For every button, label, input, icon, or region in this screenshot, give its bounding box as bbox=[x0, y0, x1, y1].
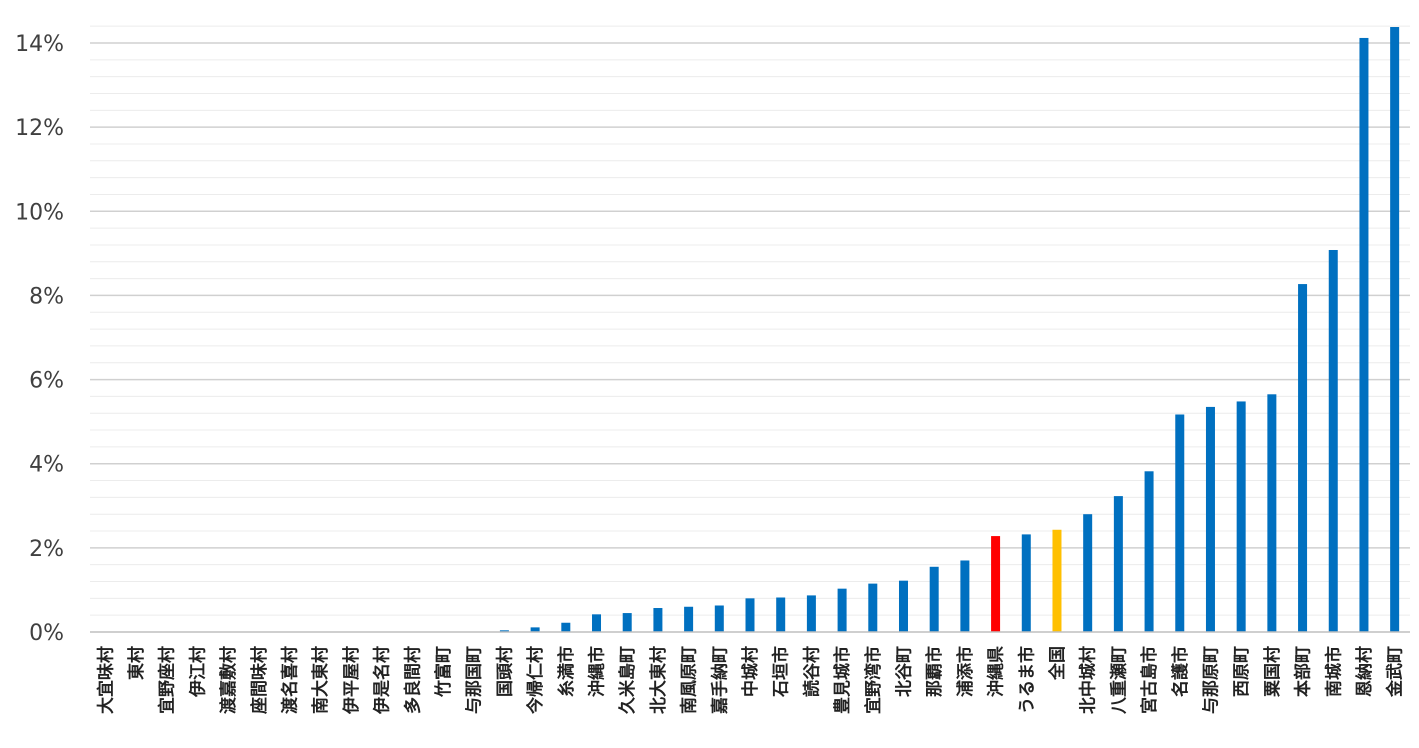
x-tick-label: 東村 bbox=[126, 646, 147, 680]
y-tick-label: 2% bbox=[29, 537, 64, 562]
x-tick-label: 西原町 bbox=[1232, 646, 1252, 697]
y-tick-label: 14% bbox=[15, 32, 64, 57]
x-tick-label: 宜野座村 bbox=[157, 646, 178, 714]
y-tick-label: 0% bbox=[29, 621, 64, 646]
bar bbox=[1175, 414, 1185, 632]
x-tick-label: 南大東村 bbox=[310, 646, 331, 714]
bar bbox=[1113, 496, 1123, 632]
bar bbox=[1236, 401, 1246, 632]
x-tick-label: 南城市 bbox=[1323, 646, 1344, 697]
bar bbox=[868, 583, 878, 632]
x-tick-label: 那覇市 bbox=[924, 646, 945, 697]
x-tick-label: 北大東村 bbox=[648, 646, 669, 714]
bar bbox=[653, 608, 663, 632]
bar bbox=[776, 597, 786, 632]
x-tick-label: 石垣市 bbox=[771, 646, 792, 698]
x-tick-label: 北中城村 bbox=[1078, 646, 1099, 714]
bar bbox=[1390, 27, 1400, 632]
x-tick-label: 北谷町 bbox=[894, 646, 914, 697]
x-tick-label: 南風原町 bbox=[679, 646, 700, 714]
bar bbox=[745, 598, 755, 632]
x-tick-label: 八重瀬町 bbox=[1108, 646, 1129, 714]
x-tick-label: 全国 bbox=[1047, 646, 1068, 681]
x-tick-label: 伊江村 bbox=[187, 646, 208, 698]
x-axis-tick-labels: 大宜味村 東村 宜野座村 伊江村 渡嘉敷村 座間味村 渡名喜村 南大東村 伊平屋村 伊是名村 多良間… bbox=[95, 646, 1405, 715]
bar bbox=[1205, 406, 1215, 632]
x-tick-label: 伊平屋村 bbox=[341, 646, 362, 715]
bar bbox=[1052, 529, 1062, 632]
x-tick-label: 中城村 bbox=[740, 646, 761, 697]
bar bbox=[960, 560, 970, 632]
bar bbox=[1359, 37, 1369, 633]
x-tick-label: 今帰仁村 bbox=[525, 646, 546, 714]
x-tick-label: 宜野湾市 bbox=[863, 646, 884, 714]
bar bbox=[684, 606, 694, 632]
x-tick-label: 与那原町 bbox=[1201, 646, 1221, 714]
x-tick-label: 恩納村 bbox=[1354, 646, 1375, 697]
x-tick-label: 粟国村 bbox=[1262, 646, 1283, 697]
bar bbox=[1144, 471, 1154, 632]
x-tick-label: 久米島町 bbox=[617, 646, 638, 714]
x-tick-label: 渡名喜村 bbox=[280, 646, 301, 714]
x-tick-label: 宮古島市 bbox=[1139, 646, 1160, 714]
bar bbox=[592, 614, 602, 632]
x-tick-label: 竹富町 bbox=[433, 646, 454, 698]
y-axis-tick-labels: 0% 2% 4% 6% 8% 10% 12% 14% bbox=[15, 32, 64, 646]
y-tick-label: 4% bbox=[29, 453, 64, 478]
x-tick-label: 沖縄市 bbox=[587, 646, 608, 697]
x-tick-label: 本部町 bbox=[1293, 646, 1314, 697]
bar bbox=[991, 536, 1001, 632]
bar bbox=[561, 622, 571, 632]
gridlines bbox=[90, 25, 1410, 616]
y-tick-label: 8% bbox=[29, 284, 64, 309]
bar bbox=[530, 627, 540, 632]
x-tick-label: 与那国町 bbox=[465, 646, 485, 714]
bar bbox=[1021, 534, 1031, 632]
x-tick-label: うるま市 bbox=[1016, 646, 1037, 714]
bars bbox=[499, 27, 1400, 633]
x-tick-label: 名護市 bbox=[1170, 646, 1191, 697]
bar bbox=[929, 566, 939, 632]
bar bbox=[1083, 514, 1093, 632]
x-tick-label: 大宜味村 bbox=[95, 646, 116, 714]
x-tick-label: 国頭村 bbox=[494, 646, 515, 697]
x-tick-label: 糸満市 bbox=[556, 646, 577, 697]
x-tick-label: 多良間村 bbox=[402, 646, 423, 714]
x-tick-label: 読谷村 bbox=[801, 646, 822, 697]
x-tick-label: 浦添市 bbox=[955, 646, 976, 697]
bar bbox=[806, 595, 816, 632]
y-tick-label: 10% bbox=[15, 200, 64, 225]
x-tick-label: 嘉手納町 bbox=[709, 646, 730, 715]
bar bbox=[898, 580, 908, 632]
x-tick-label: 豊見城市 bbox=[832, 646, 853, 714]
bar bbox=[499, 630, 509, 632]
bar bbox=[714, 605, 724, 632]
x-tick-label: 沖縄県 bbox=[986, 646, 1007, 697]
bar bbox=[622, 613, 632, 632]
bar bbox=[1267, 394, 1277, 632]
y-tick-label: 6% bbox=[29, 369, 64, 394]
bar bbox=[837, 588, 847, 632]
x-tick-label: 座間味村 bbox=[249, 646, 270, 714]
y-tick-label: 12% bbox=[15, 116, 64, 141]
bar bbox=[1328, 249, 1338, 632]
x-tick-label: 金武町 bbox=[1385, 646, 1406, 698]
x-tick-label: 渡嘉敷村 bbox=[218, 646, 239, 714]
bar bbox=[1298, 284, 1308, 632]
x-tick-label: 伊是名村 bbox=[372, 646, 393, 715]
